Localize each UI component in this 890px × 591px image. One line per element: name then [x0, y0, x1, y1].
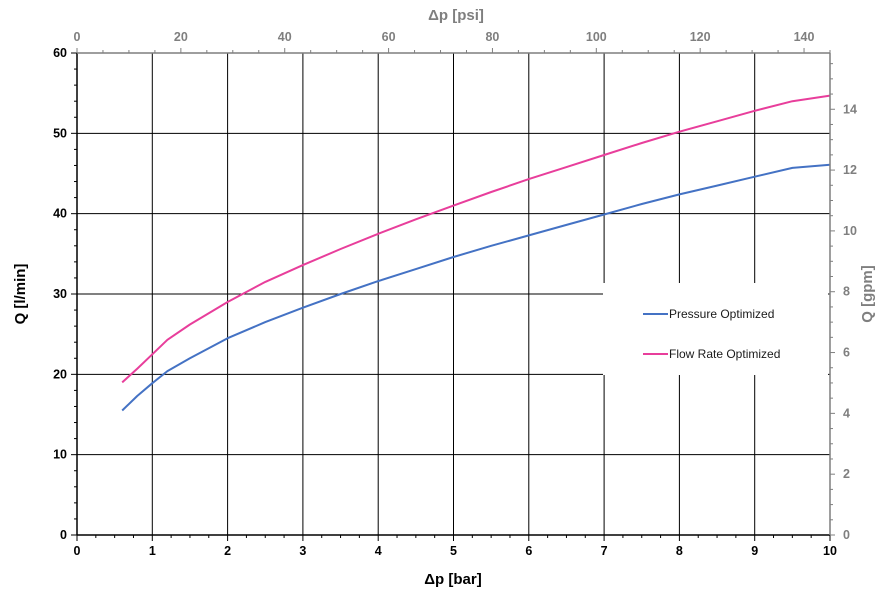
y-tick-label: 30: [53, 287, 67, 301]
y2-tick-label: 4: [843, 406, 850, 420]
y-axis-title: Q [l/min]: [12, 264, 29, 325]
x-tick-label: 8: [676, 544, 683, 558]
legend: Pressure Optimized Flow Rate Optimized: [603, 283, 828, 375]
x2-tick-label: 120: [690, 30, 711, 44]
legend-item-flow-rate-optimized: Flow Rate Optimized: [643, 347, 780, 361]
y2-tick-label: 12: [843, 163, 857, 177]
series-line-flow-rate-optimized: [121, 94, 831, 384]
x2-tick-label: 140: [794, 30, 815, 44]
x2-tick-label: 40: [278, 30, 292, 44]
x-tick-label: 6: [525, 544, 532, 558]
y-tick-label: 0: [60, 528, 67, 542]
y2-tick-label: 8: [843, 285, 850, 299]
minor-ticks: [71, 48, 835, 541]
x2-tick-label: 20: [174, 30, 188, 44]
legend-label-flow-rate-optimized: Flow Rate Optimized: [669, 347, 780, 361]
legend-box: [603, 283, 828, 375]
x-tick-label: 4: [375, 544, 382, 558]
x2-tick-label: 60: [382, 30, 396, 44]
y-tick-label: 10: [53, 448, 67, 462]
x-tick-label: 5: [450, 544, 457, 558]
y2-axis-title: Q [gpm]: [859, 265, 876, 323]
legend-item-pressure-optimized: Pressure Optimized: [643, 307, 774, 321]
y2-tick-label: 0: [843, 528, 850, 542]
x-tick-label: 3: [299, 544, 306, 558]
x-tick-label: 9: [751, 544, 758, 558]
y-tick-label: 40: [53, 207, 67, 221]
y2-tick-label: 10: [843, 224, 857, 238]
series-layer: [121, 94, 831, 412]
x-tick-label: 2: [224, 544, 231, 558]
x-axis-title: Δp [bar]: [424, 571, 481, 588]
series-line-pressure-optimized: [121, 163, 831, 412]
y-tick-label: 20: [53, 367, 67, 381]
x2-axis-title: Δp [psi]: [428, 7, 484, 24]
x-tick-label: 10: [823, 544, 837, 558]
y2-tick-label: 6: [843, 346, 850, 360]
y-tick-label: 60: [53, 46, 67, 60]
y2-tick-label: 2: [843, 467, 850, 481]
legend-label-pressure-optimized: Pressure Optimized: [669, 307, 774, 321]
x2-tick-label: 80: [485, 30, 499, 44]
x-tick-label: 1: [149, 544, 156, 558]
x2-tick-label: 0: [74, 30, 81, 44]
x-tick-label: 7: [601, 544, 608, 558]
axes-layer: [76, 52, 831, 536]
y-tick-label: 50: [53, 126, 67, 140]
y2-tick-label: 14: [843, 102, 857, 116]
x2-tick-label: 100: [586, 30, 607, 44]
x-tick-label: 0: [74, 544, 81, 558]
